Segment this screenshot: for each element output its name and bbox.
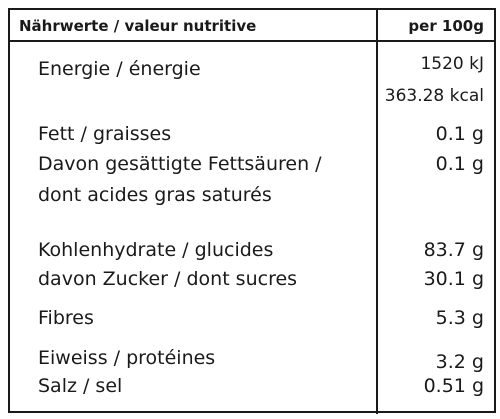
fat-label: Fett / graisses [38, 123, 172, 145]
saturated-fat-label-line1: Davon gesättigte Fettsäuren / [38, 153, 322, 175]
protein-label: Eiweiss / protéines [38, 347, 216, 369]
sugar-label: davon Zucker / dont sucres [38, 268, 298, 290]
fibre-value: 5.3 g [435, 307, 484, 329]
salt-value: 0.51 g [423, 375, 484, 397]
salt-label: Salz / sel [38, 375, 123, 397]
column-divider [376, 10, 378, 414]
energy-kcal-value: 363.28 kcal [384, 86, 484, 106]
fibre-label: Fibres [38, 307, 94, 329]
saturated-fat-value: 0.1 g [435, 153, 484, 175]
header-per-100g: per 100g [408, 17, 484, 35]
protein-value: 3.2 g [435, 351, 484, 373]
carbohydrate-value: 83.7 g [423, 239, 484, 261]
fat-value: 0.1 g [435, 123, 484, 145]
header-divider [10, 40, 494, 42]
nutrition-table: Nährwerte / valeur nutritive per 100g En… [8, 8, 496, 414]
energy-label: Energie / énergie [38, 58, 201, 80]
energy-kj-value: 1520 kJ [420, 54, 484, 74]
header-nutrition-label: Nährwerte / valeur nutritive [19, 17, 257, 35]
saturated-fat-label-line2: dont acides gras saturés [38, 184, 272, 206]
carbohydrate-label: Kohlenhydrate / glucides [38, 239, 274, 261]
sugar-value: 30.1 g [423, 268, 484, 290]
